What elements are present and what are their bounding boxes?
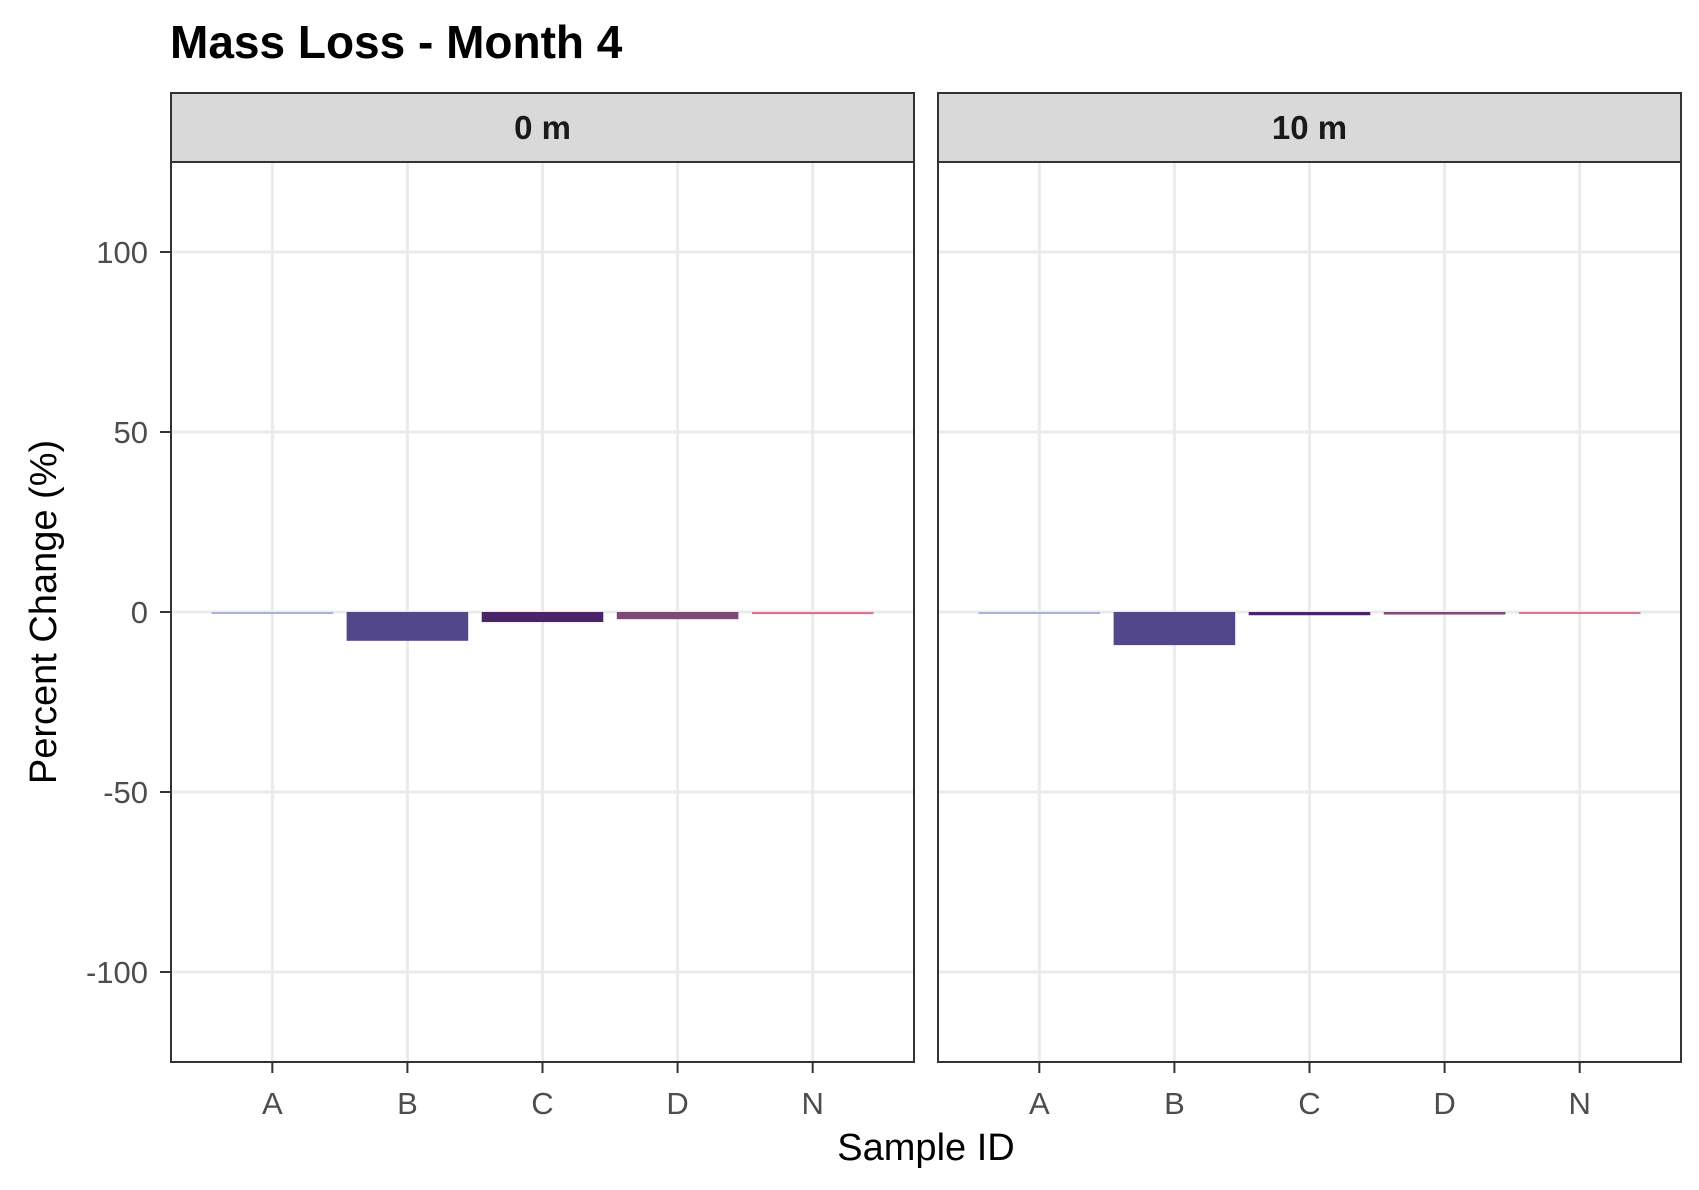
bar-n [751, 612, 874, 615]
facet-panels: 0 m A B C D N 10 m A B C D N [170, 92, 1682, 1121]
y-tick-label: 100 [96, 235, 148, 270]
y-tick-label: -50 [103, 775, 148, 810]
x-tick-label: D [1433, 1086, 1455, 1121]
bar-a [211, 612, 334, 614]
bar-n [1518, 612, 1641, 614]
x-tick-label: B [1164, 1086, 1185, 1121]
x-tick-label: D [666, 1086, 688, 1121]
x-tick-label: A [1029, 1086, 1050, 1121]
x-tick-label: N [801, 1086, 823, 1121]
x-tick-label: C [531, 1086, 553, 1121]
y-axis: 100 50 0 -50 -100 [86, 235, 171, 990]
y-axis-title: Percent Change (%) [23, 440, 65, 784]
bar-c [481, 612, 604, 623]
y-tick-label: 0 [131, 595, 148, 630]
facet-panel: 0 m A B C D N [170, 92, 915, 1121]
bar-c [1248, 612, 1371, 616]
x-axis-title: Sample ID [837, 1127, 1014, 1169]
facet-label: 10 m [1272, 109, 1347, 146]
bar-b [1113, 612, 1236, 646]
x-tick-label: N [1568, 1086, 1590, 1121]
x-tick-label: B [397, 1086, 418, 1121]
facet-strip [170, 92, 915, 163]
chart-title: Mass Loss - Month 4 [170, 16, 623, 68]
facet-panel: 10 m A B C D N [937, 92, 1682, 1121]
bar-b [346, 612, 469, 641]
x-tick-label: C [1298, 1086, 1320, 1121]
bar-a [978, 612, 1101, 614]
bar-d [616, 612, 739, 620]
bar-d [1383, 612, 1506, 615]
y-tick-label: 50 [114, 415, 148, 450]
facet-strip [937, 92, 1682, 163]
y-tick-label: -100 [86, 955, 148, 990]
facet-label: 0 m [514, 109, 571, 146]
x-tick-label: A [262, 1086, 283, 1121]
